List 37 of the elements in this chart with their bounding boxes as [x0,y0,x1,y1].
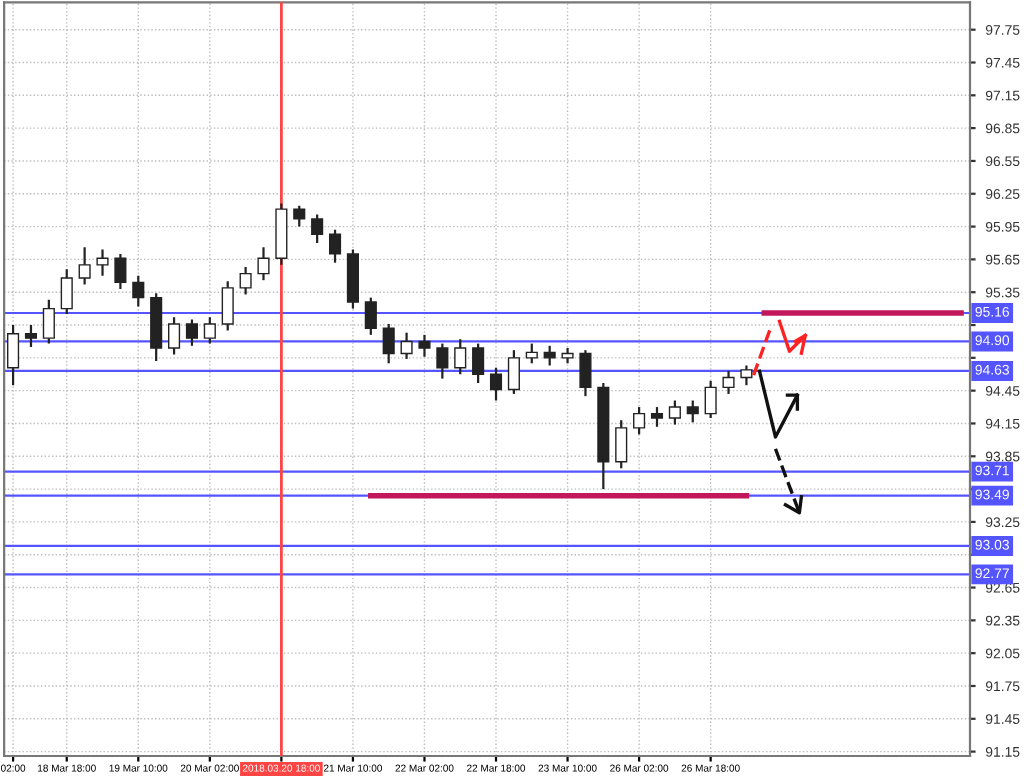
candlestick [24,323,38,349]
candlestick [60,268,73,316]
candlestick [168,316,181,356]
candlestick [418,333,431,358]
candlestick [364,296,377,336]
candlestick [382,322,395,365]
candlestick [221,280,234,332]
candlestick [311,213,324,245]
candlestick [579,349,592,398]
candlestick [239,265,252,296]
candlestick [78,246,91,286]
candlestick [525,342,538,365]
candlestick [722,369,735,396]
candlestick [400,331,413,361]
candlestick [543,344,556,367]
candlestick [650,405,664,428]
candlestick [704,379,717,420]
candlestick [7,323,20,387]
candlestick [42,298,55,345]
candlestick [615,419,628,470]
candlestick [132,274,145,308]
candlestick [96,248,109,277]
candlestick [114,252,127,291]
candlestick [436,342,449,380]
candlestick [507,349,520,396]
candlestick [328,228,342,264]
candlestick [686,399,699,424]
candlestick [489,366,503,402]
candlestick [185,318,199,347]
candlestick [472,342,485,385]
candlestick [633,405,646,436]
candlestick [454,338,467,376]
candlestick [257,246,270,282]
candlestick [203,316,216,345]
candlestick [668,399,681,426]
candlestick [293,204,306,228]
candlestick [740,364,753,387]
